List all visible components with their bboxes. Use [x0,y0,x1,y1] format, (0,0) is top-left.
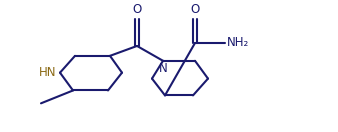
Text: O: O [190,3,200,16]
Text: O: O [132,3,142,16]
Text: NH₂: NH₂ [227,36,249,50]
Text: N: N [159,62,167,75]
Text: HN: HN [39,66,56,79]
